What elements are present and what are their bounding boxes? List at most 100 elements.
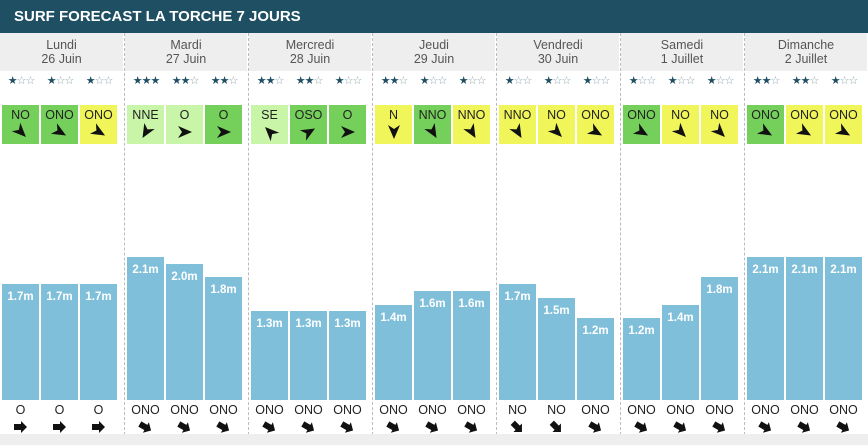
star-empty-icon: ☆ xyxy=(513,75,524,87)
star-rating: ★★☆ xyxy=(289,74,329,88)
swell-arrow-icon xyxy=(588,421,602,433)
wave-height-bar: 1.6m xyxy=(414,291,451,400)
swell-arrow-icon xyxy=(634,421,648,433)
swell-direction: ONO xyxy=(209,403,238,417)
swell-arrow-icon xyxy=(177,421,191,433)
star-empty-icon: ☆ xyxy=(561,75,571,87)
wave-height-label: 1.2m xyxy=(582,325,609,337)
wave-height-bar: 1.3m xyxy=(251,311,288,400)
day-name: Mercredi xyxy=(285,38,335,52)
star-rating: ★★★ xyxy=(126,74,166,88)
star-rating: ★★☆ xyxy=(165,74,205,88)
swell-arrow-icon xyxy=(262,421,276,433)
wind-direction: ONO xyxy=(84,108,113,122)
day-header: Mercredi 28 Juin xyxy=(249,33,371,71)
swell-direction: ONO xyxy=(751,403,780,417)
wave-height-bar: 1.7m xyxy=(499,284,536,400)
wave-height-bar: 2.0m xyxy=(166,264,203,400)
swell-direction: ONO xyxy=(333,403,362,417)
star-rating: ★☆☆ xyxy=(661,74,701,88)
wave-height-label: 1.3m xyxy=(334,318,361,330)
star-empty-icon: ☆ xyxy=(428,75,439,87)
wave-height-label: 2.1m xyxy=(752,264,779,276)
star-filled-icon: ★ xyxy=(543,75,554,87)
star-empty-icon: ☆ xyxy=(274,75,284,87)
wave-bar-area: 1.8m xyxy=(205,149,242,400)
wind-arrow-icon xyxy=(710,122,725,137)
day-header: Mardi 27 Juin xyxy=(125,33,247,71)
wind-direction: NNE xyxy=(132,108,159,122)
star-empty-icon: ☆ xyxy=(343,75,354,87)
star-rating: ★☆☆ xyxy=(40,74,80,88)
day-date: 1 Juillet xyxy=(660,52,704,66)
star-rating: ★☆☆ xyxy=(452,74,492,88)
wind-direction: NO xyxy=(710,108,729,122)
star-empty-icon: ☆ xyxy=(522,75,532,87)
swell-arrow-icon xyxy=(712,421,726,433)
star-filled-icon: ★ xyxy=(800,75,811,87)
wave-height-label: 1.3m xyxy=(295,318,322,330)
wind-direction: ONO xyxy=(790,108,819,122)
wind-arrow-icon xyxy=(178,126,192,138)
swell-arrow-icon xyxy=(386,421,400,433)
wind-tile: ONO xyxy=(41,105,78,144)
swell-direction: ONO xyxy=(379,403,408,417)
star-rating: ★☆☆ xyxy=(79,74,119,88)
wind-direction: O xyxy=(342,108,353,122)
wind-arrow-icon xyxy=(50,123,67,136)
swell-arrow-icon xyxy=(14,421,27,433)
day-column: Mardi 27 Juin ★★★ NNE 2.1m ONO ★★☆ O 2.0m ONO ★★☆ O… xyxy=(124,33,247,445)
wind-tile: N xyxy=(375,105,412,144)
star-empty-icon: ☆ xyxy=(352,75,362,87)
star-filled-icon: ★ xyxy=(706,75,717,87)
star-filled-icon: ★ xyxy=(132,75,143,87)
star-empty-icon: ☆ xyxy=(467,75,478,87)
swell-direction: NO xyxy=(508,403,527,417)
wave-bar-area: 2.1m xyxy=(747,149,784,400)
wave-bar-area: 1.7m xyxy=(80,149,117,400)
wind-tile: O xyxy=(166,105,203,144)
swell-direction: O xyxy=(93,403,104,417)
day-column: Lundi 26 Juin ★☆☆ NO 1.7m O ★☆☆ ONO 1.7m O ★☆☆ ONO 1… xyxy=(0,33,123,445)
star-empty-icon: ☆ xyxy=(94,75,105,87)
swell-direction: NO xyxy=(547,403,566,417)
star-empty-icon: ☆ xyxy=(189,75,199,87)
wave-height-bar: 2.1m xyxy=(825,257,862,400)
swell-direction: ONO xyxy=(790,403,819,417)
wind-direction: O xyxy=(179,108,190,122)
wave-bar-area: 1.4m xyxy=(375,149,412,400)
star-empty-icon: ☆ xyxy=(313,75,323,87)
wave-bar-area: 1.3m xyxy=(290,149,327,400)
star-filled-icon: ★ xyxy=(85,75,96,87)
wave-bar-area: 2.1m xyxy=(127,149,164,400)
wind-arrow-icon xyxy=(265,127,280,142)
wave-height-bar: 2.1m xyxy=(127,257,164,400)
swell-direction: ONO xyxy=(627,403,656,417)
swell-arrow-icon xyxy=(464,421,478,433)
day-name: Mardi xyxy=(170,38,202,52)
wave-height-label: 1.6m xyxy=(458,298,485,310)
wave-height-bar: 1.2m xyxy=(577,318,614,400)
wind-tile: O xyxy=(205,105,242,144)
wind-tile: ONO xyxy=(623,105,660,144)
wave-bar-area: 1.3m xyxy=(251,149,288,400)
wind-direction: ONO xyxy=(751,108,780,122)
star-empty-icon: ☆ xyxy=(591,75,602,87)
star-filled-icon: ★ xyxy=(628,75,639,87)
wind-direction: O xyxy=(218,108,229,122)
wave-height-label: 1.4m xyxy=(667,312,694,324)
wind-arrow-icon xyxy=(299,128,316,141)
wind-direction: NNO xyxy=(418,108,447,122)
wave-height-bar: 1.7m xyxy=(80,284,117,400)
swell-direction: ONO xyxy=(829,403,858,417)
day-name: Dimanche xyxy=(777,38,835,52)
wind-direction: ONO xyxy=(829,108,858,122)
wave-height-label: 1.5m xyxy=(543,305,570,317)
wave-bar-area: 1.2m xyxy=(623,149,660,400)
day-header: Dimanche 2 Juillet xyxy=(745,33,867,71)
day-header: Lundi 26 Juin xyxy=(0,33,123,71)
day-column: Mercredi 28 Juin ★★☆ SE 1.3m ONO ★★☆ OSO 1.3m ONO… xyxy=(248,33,371,445)
swell-direction: ONO xyxy=(131,403,160,417)
wind-arrow-icon xyxy=(142,122,155,139)
wind-arrow-icon xyxy=(586,123,603,136)
